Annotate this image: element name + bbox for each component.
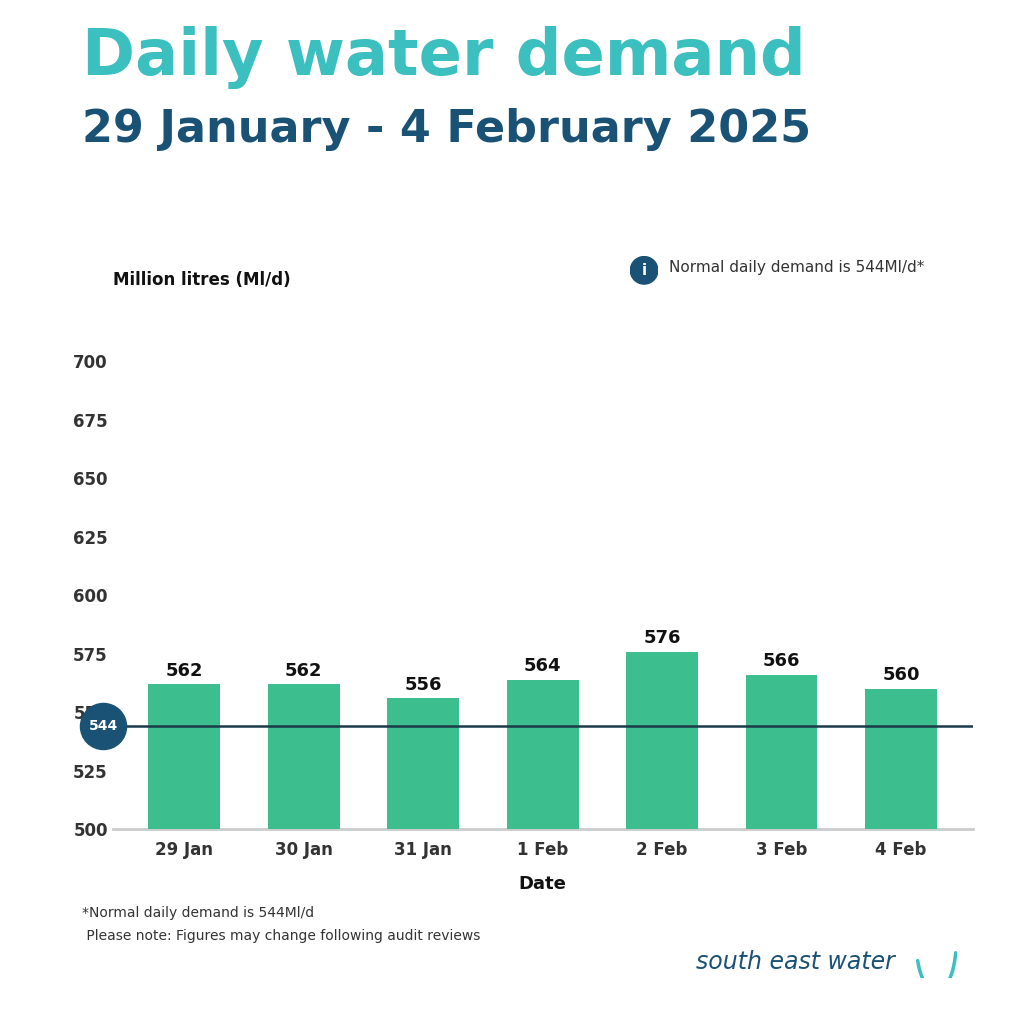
Bar (507, 680, 579, 829)
Text: Please note: Figures may change following audit reviews: Please note: Figures may change followin… (82, 929, 480, 943)
Text: 566: 566 (763, 652, 801, 671)
Text: Million litres (Ml/d): Million litres (Ml/d) (113, 271, 290, 290)
Text: 562: 562 (285, 662, 323, 680)
Bar (387, 698, 459, 829)
Circle shape (631, 257, 657, 284)
Text: 556: 556 (404, 676, 442, 693)
Bar (268, 684, 340, 829)
Text: Daily water demand: Daily water demand (82, 26, 806, 89)
Text: Normal daily demand is 544Ml/d*: Normal daily demand is 544Ml/d* (669, 260, 924, 275)
Bar (627, 651, 698, 829)
Text: i: i (641, 263, 647, 278)
Text: 562: 562 (166, 662, 203, 680)
Text: south east water: south east water (696, 950, 895, 974)
Text: 29 January - 4 February 2025: 29 January - 4 February 2025 (82, 108, 811, 151)
Text: 544: 544 (88, 720, 118, 733)
Text: *Normal daily demand is 544Ml/d: *Normal daily demand is 544Ml/d (82, 906, 314, 921)
X-axis label: Date: Date (519, 876, 566, 893)
Text: 560: 560 (883, 667, 920, 684)
Text: 564: 564 (524, 657, 561, 675)
Bar (148, 684, 220, 829)
Bar (865, 689, 937, 829)
Bar (745, 675, 817, 829)
Text: 576: 576 (643, 629, 681, 647)
Point (95, 718, 112, 734)
